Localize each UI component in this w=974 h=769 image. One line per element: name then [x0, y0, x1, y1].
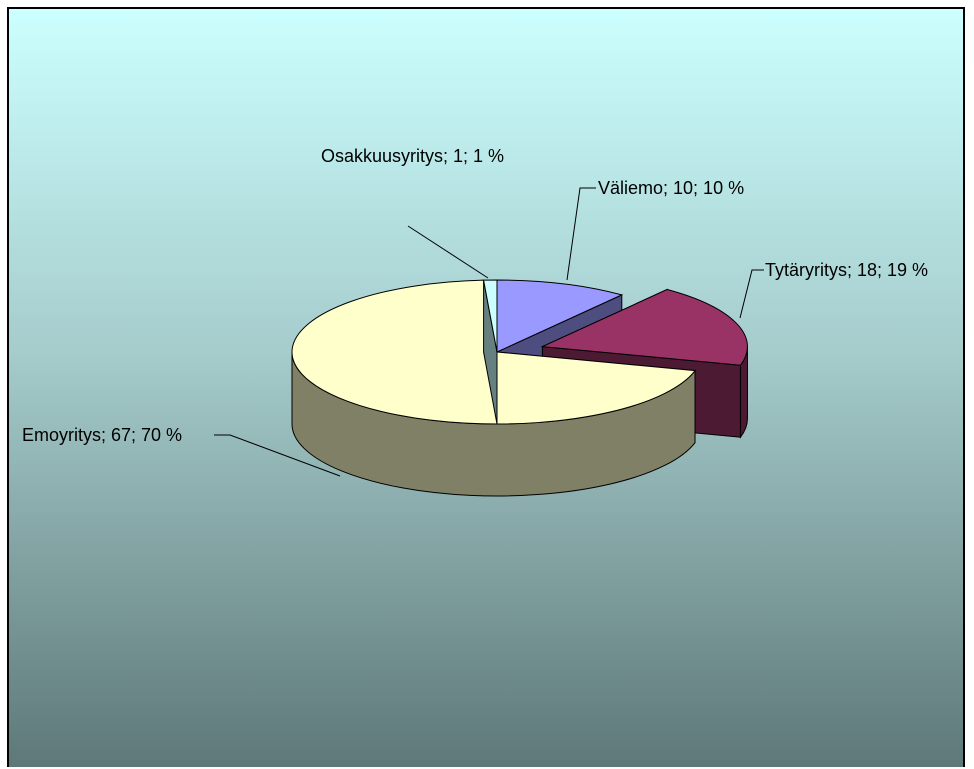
pie-slice [482, 279, 498, 425]
slice-top [496, 279, 624, 353]
data-label: Emoyritys; 67; 70 % [22, 425, 183, 445]
data-label: Tytäryritys; 18; 19 % [765, 260, 929, 280]
data-label: Väliemo; 10; 10 % [598, 178, 745, 198]
leader-line [214, 434, 341, 477]
data-label: Osakkuusyritys; 1; 1 % [320, 146, 505, 166]
slice-top [482, 279, 498, 353]
leader-line [566, 187, 596, 281]
leader-line [739, 269, 764, 319]
slice-top [540, 288, 748, 366]
leader-line [407, 225, 489, 279]
